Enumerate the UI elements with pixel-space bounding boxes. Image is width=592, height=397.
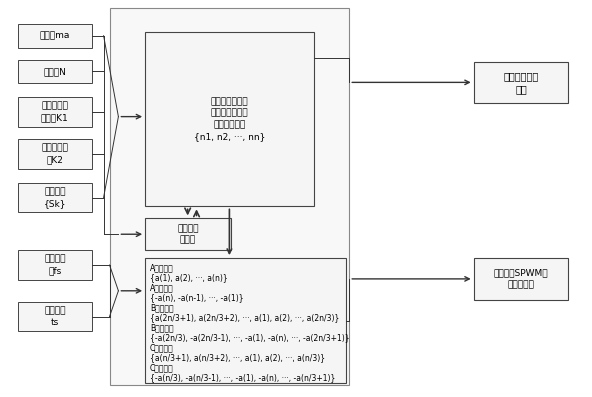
Text: {-a(n), -a(n-1), ···, -a(1)}: {-a(n), -a(n-1), ···, -a(1)} — [150, 293, 243, 303]
Text: C相负半周: C相负半周 — [150, 364, 173, 372]
Text: 显示所设置的
参数: 显示所设置的 参数 — [503, 71, 539, 94]
Text: A相正半周: A相正半周 — [150, 263, 173, 272]
Bar — [145, 32, 314, 206]
Text: {a(n/3+1), a(n/3+2), ···, a(1), a(2), ···, a(n/3)}: {a(n/3+1), a(n/3+2), ···, a(1), a(2), ··… — [150, 354, 325, 362]
Text: B相正半周: B相正半周 — [150, 303, 173, 312]
Bar — [474, 62, 568, 103]
Text: 载波幅频修
整K2: 载波幅频修 整K2 — [41, 143, 68, 164]
Text: C相正半周: C相正半周 — [150, 343, 173, 353]
Bar — [18, 24, 92, 48]
Text: 采样点值
{Sk}: 采样点值 {Sk} — [43, 187, 66, 208]
Text: A相负半周: A相负半周 — [150, 283, 173, 292]
Text: 调制波频
率fs: 调制波频 率fs — [44, 254, 66, 276]
Text: 死区时间
ts: 死区时间 ts — [44, 306, 66, 327]
Text: 构造虚假
采样点: 构造虚假 采样点 — [177, 224, 199, 245]
Bar — [474, 258, 568, 300]
Bar — [18, 139, 92, 169]
Bar — [110, 8, 349, 385]
Text: 半个调制波周期
的高、低电平跳
变时刻时刻表
{n1, n2, ···, nn}: 半个调制波周期 的高、低电平跳 变时刻时刻表 {n1, n2, ···, nn} — [194, 97, 265, 141]
Bar — [145, 218, 231, 250]
Text: 载波比N: 载波比N — [43, 67, 66, 76]
Text: {a(2n/3+1), a(2n/3+2), ···, a(1), a(2), ···, a(2n/3)}: {a(2n/3+1), a(2n/3+2), ···, a(1), a(2), … — [150, 314, 339, 322]
Text: {-a(n/3), -a(n/3-1), ···, -a(1), -a(n), ···, -a(n/3+1)}: {-a(n/3), -a(n/3-1), ···, -a(1), -a(n), … — [150, 374, 335, 383]
Bar — [18, 60, 92, 83]
Bar — [145, 258, 346, 383]
Text: {-a(2n/3), -a(2n/3-1), ···, -a(1), -a(n), ···, -a(2n/3+1)}: {-a(2n/3), -a(2n/3-1), ···, -a(1), -a(n)… — [150, 333, 349, 343]
Bar — [18, 183, 92, 212]
Bar — [18, 97, 92, 127]
Bar — [18, 302, 92, 331]
Text: {a(1), a(2), ···, a(n)}: {a(1), a(2), ···, a(n)} — [150, 274, 227, 282]
Text: 载波幅频区
间系数K1: 载波幅频区 间系数K1 — [41, 102, 69, 123]
Text: B相负半周: B相负半周 — [150, 324, 173, 332]
Bar — [18, 250, 92, 280]
Text: 调制度ma: 调制度ma — [40, 31, 70, 40]
Text: 输出三相SPWM控
制信号波形: 输出三相SPWM控 制信号波形 — [494, 268, 548, 289]
